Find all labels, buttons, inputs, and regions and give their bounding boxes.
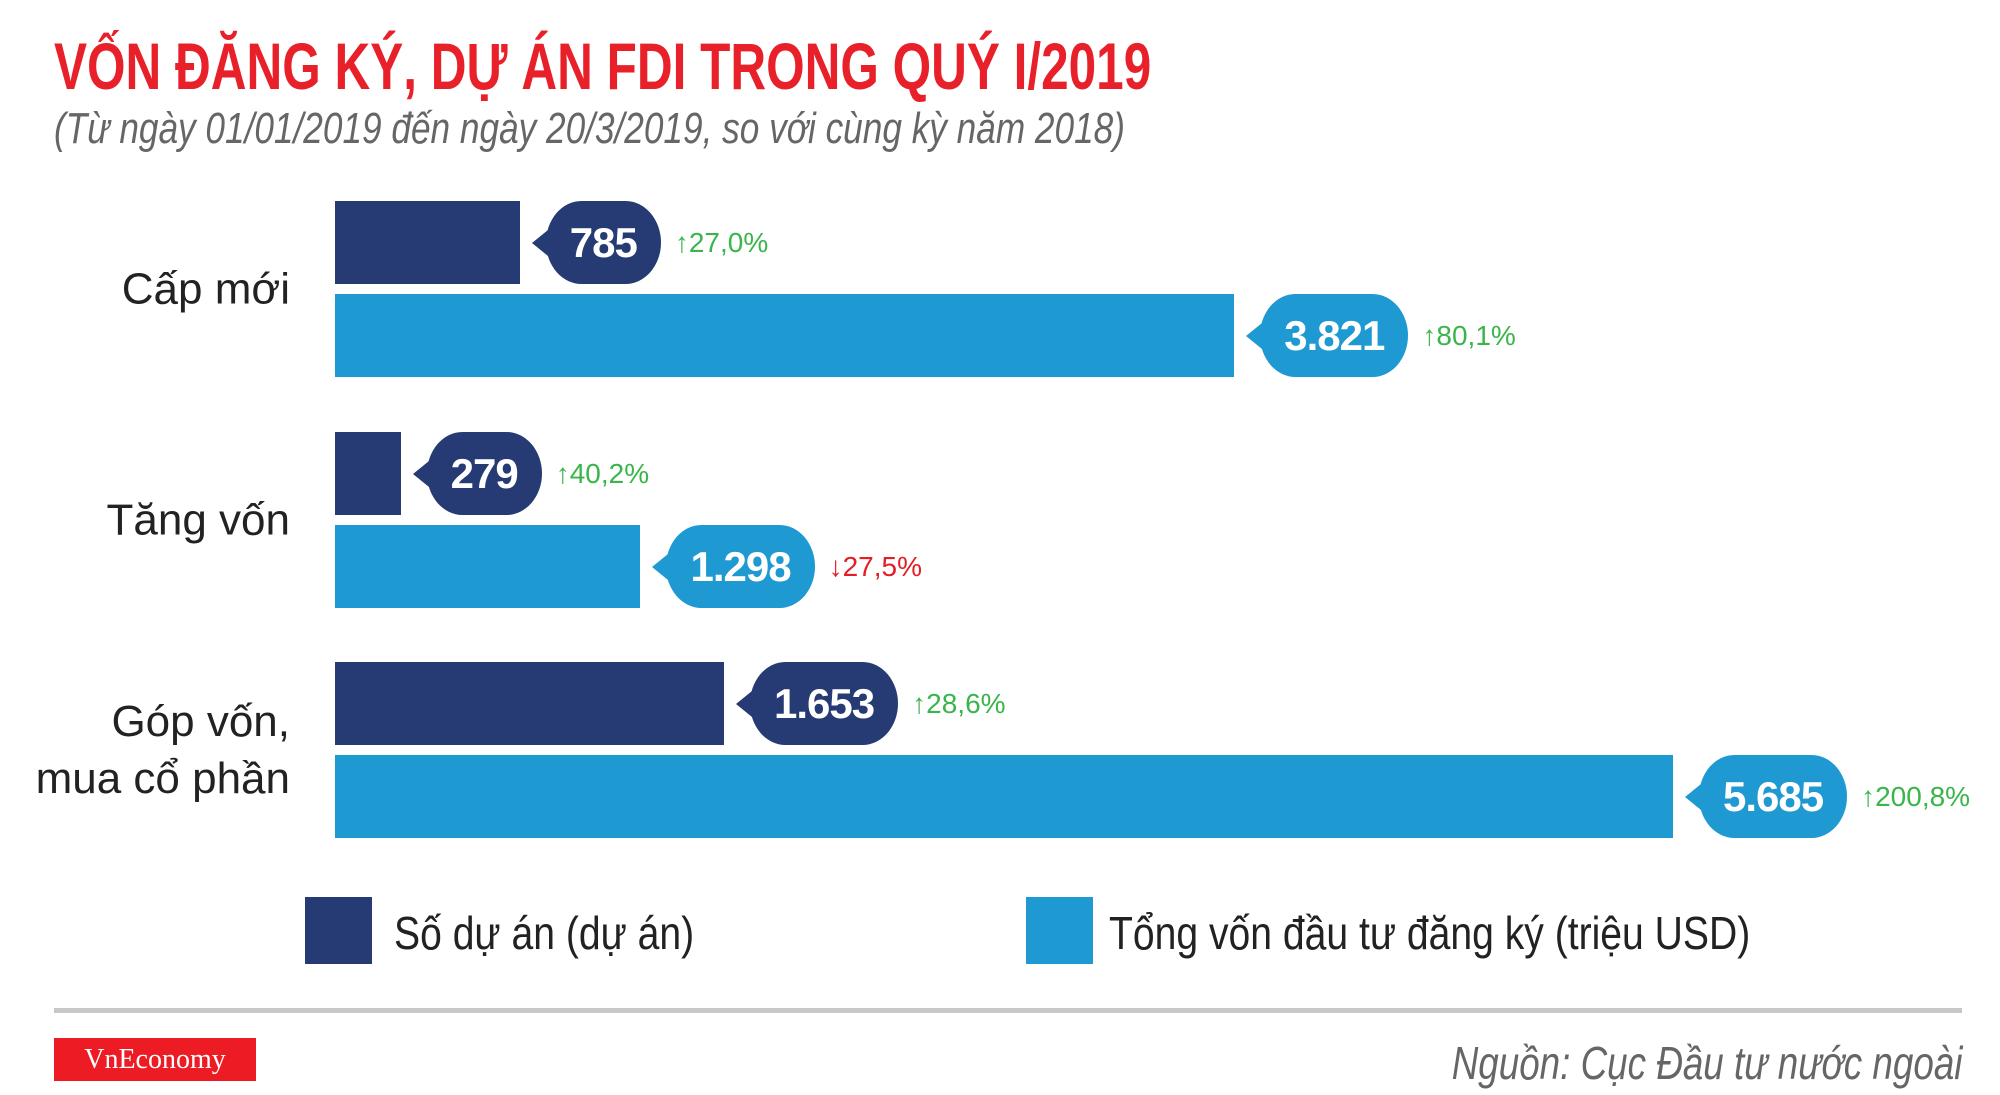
callout-pointer bbox=[531, 229, 548, 256]
change-value: 40,2% bbox=[569, 457, 650, 489]
legend-label-capital: Tổng vốn đầu tư đăng ký (triệu USD) bbox=[1109, 907, 1751, 959]
legend-swatch-projects bbox=[305, 897, 372, 964]
bar bbox=[335, 662, 725, 745]
legend-swatch-capital bbox=[1026, 897, 1093, 964]
source-note: Nguồn: Cục Đầu tư nước ngoài bbox=[1451, 1037, 1962, 1089]
change-label: ↑200,8% bbox=[1861, 781, 1970, 813]
change-label: ↑27,0% bbox=[675, 227, 768, 259]
value-callout: 785 ↑27,0% bbox=[531, 201, 768, 284]
vneconomy-logo: VnEconomy bbox=[54, 1038, 256, 1081]
data-label: 3.821 bbox=[1260, 294, 1409, 377]
arrow-up-icon: ↑ bbox=[674, 226, 689, 258]
value-callout: 1.653 ↑28,6% bbox=[736, 662, 1006, 745]
change-value: 80,1% bbox=[1436, 319, 1516, 351]
data-label: 1.298 bbox=[666, 525, 815, 608]
arrow-up-icon: ↑ bbox=[1422, 319, 1437, 351]
footer-divider bbox=[54, 1008, 1962, 1013]
bar bbox=[335, 294, 1235, 377]
value-callout: 1.298 ↓27,5% bbox=[652, 525, 922, 608]
category-label: Tăng vốn bbox=[106, 495, 290, 545]
data-label: 279 bbox=[426, 432, 542, 515]
change-value: 200,8% bbox=[1875, 780, 1971, 812]
category-label: Góp vốn, mua cổ phần bbox=[35, 696, 290, 803]
data-label: 5.685 bbox=[1699, 755, 1848, 838]
category-label: Cấp mới bbox=[121, 264, 290, 314]
bar bbox=[335, 201, 520, 284]
arrow-up-icon: ↑ bbox=[555, 457, 570, 489]
callout-pointer bbox=[1685, 783, 1701, 810]
value-callout: 5.685 ↑200,8% bbox=[1685, 755, 1970, 838]
change-value: 27,0% bbox=[688, 226, 769, 258]
change-label: ↑28,6% bbox=[912, 688, 1005, 720]
callout-pointer bbox=[412, 460, 429, 487]
data-label: 1.653 bbox=[750, 662, 899, 745]
value-callout: 279 ↑40,2% bbox=[412, 432, 649, 515]
callout-pointer bbox=[652, 553, 669, 580]
change-label: ↓27,5% bbox=[829, 551, 922, 583]
data-label: 785 bbox=[545, 201, 661, 284]
bar bbox=[335, 525, 641, 608]
change-label: ↑40,2% bbox=[556, 458, 649, 490]
callout-pointer bbox=[1246, 322, 1263, 349]
value-callout: 3.821 ↑80,1% bbox=[1246, 294, 1516, 377]
change-value: 28,6% bbox=[926, 687, 1006, 719]
legend-label-projects: Số dự án (dự án) bbox=[394, 907, 695, 959]
change-label: ↑80,1% bbox=[1422, 320, 1515, 352]
arrow-down-icon: ↓ bbox=[828, 550, 843, 582]
arrow-up-icon: ↑ bbox=[1861, 780, 1876, 812]
arrow-up-icon: ↑ bbox=[912, 687, 927, 719]
bar bbox=[335, 432, 401, 515]
change-value: 27,5% bbox=[842, 550, 922, 582]
callout-pointer bbox=[736, 690, 753, 717]
chart-subtitle: (Từ ngày 01/01/2019 đến ngày 20/3/2019, … bbox=[54, 104, 1125, 153]
bar bbox=[335, 755, 1673, 838]
chart-title: VỐN ĐĂNG KÝ, DỰ ÁN FDI TRONG QUÝ I/2019 bbox=[54, 29, 1152, 103]
